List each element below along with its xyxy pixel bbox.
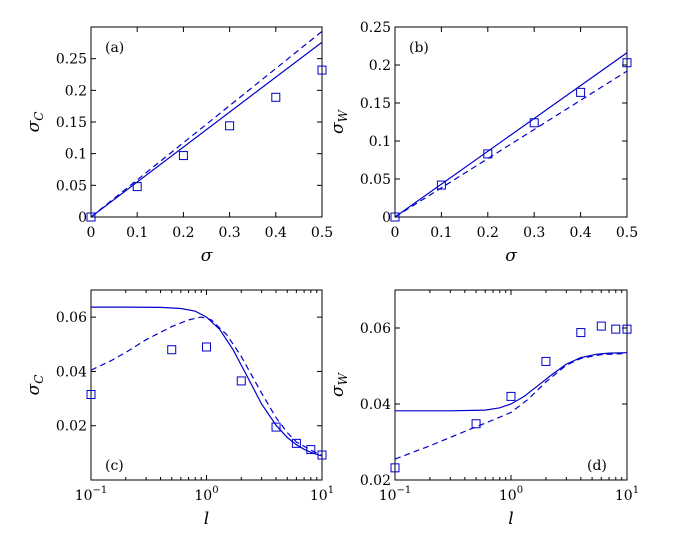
data-marker-square: [506, 391, 516, 401]
x-tick-label: 0.4: [265, 225, 287, 241]
y-tick-label: 0.06: [360, 321, 391, 337]
data-marker-square: [436, 180, 446, 190]
series-line-solid: [91, 41, 322, 217]
x-axis-label: σ: [505, 246, 517, 266]
chart-panel-3: 10−1 100 101 0.02 0.04 0.06 l σC (c): [24, 289, 334, 529]
data-marker-square: [529, 118, 539, 128]
chart-panel-4: 10−1 100 101 0.02 0.04 0.06 l σW (d): [328, 289, 639, 529]
data-marker-square: [271, 422, 281, 432]
axes-box: [394, 26, 628, 218]
data-marker-square: [622, 324, 632, 334]
chart-panel-1: 0 0.1 0.2 0.3 0.4 0.5 0 0.05 0.1 0.15 0.2 0.25 σ σC (a…: [24, 26, 333, 266]
y-axis-label: σW: [328, 108, 350, 134]
series-line-dashed: [395, 70, 627, 217]
y-tick-label: 0.05: [360, 172, 391, 188]
data-marker-square: [291, 438, 301, 448]
y-axis-label: σC: [24, 375, 46, 396]
x-tick-label: 10−1: [379, 485, 412, 504]
y-tick-label: 0.2: [369, 58, 391, 74]
series-line-dashed: [91, 30, 322, 217]
x-tick-label: 0.1: [126, 225, 148, 241]
y-tick-label: 0.04: [360, 397, 391, 413]
y-tick-label: 0.05: [56, 178, 87, 194]
x-tick-label: 0.2: [477, 225, 499, 241]
x-tick-label: 0.2: [172, 225, 194, 241]
x-axis-label: l: [508, 509, 513, 529]
axes-box: [90, 289, 323, 481]
x-tick-label: 0.5: [616, 225, 638, 241]
data-marker-square: [86, 212, 96, 222]
data-marker-square: [167, 345, 177, 355]
y-axis-label: σC: [24, 112, 46, 133]
y-tick-label: 0.1: [369, 134, 391, 150]
x-tick-label: 0.3: [218, 225, 240, 241]
y-axis-label: σW: [328, 371, 350, 397]
series-line-dashed: [91, 316, 322, 457]
series-line-solid: [91, 306, 322, 457]
x-tick-label: 101: [615, 485, 639, 504]
data-marker-square: [390, 463, 400, 473]
data-layer: [91, 306, 322, 457]
x-tick-label: 0.1: [430, 225, 452, 241]
data-marker-square: [271, 92, 281, 102]
x-tick-label: 100: [194, 485, 218, 504]
y-tick-label: 0: [78, 210, 87, 226]
data-marker-square: [611, 324, 621, 334]
x-tick-label: 0.5: [311, 225, 333, 241]
x-tick-label: 0: [391, 225, 400, 241]
data-layer: [395, 52, 627, 217]
y-tick-label: 0.15: [56, 115, 87, 131]
data-marker-square: [317, 65, 327, 75]
data-marker-square: [202, 342, 211, 352]
data-marker-square: [471, 419, 481, 429]
y-tick-label: 0.06: [56, 310, 87, 326]
x-tick-label: 10−1: [75, 485, 108, 504]
x-tick-label: 0.4: [569, 225, 591, 241]
x-tick-label: 0.3: [523, 225, 545, 241]
data-layer: [395, 352, 627, 460]
y-tick-label: 0.25: [56, 52, 87, 68]
y-tick-label: 0.02: [56, 419, 87, 435]
data-marker-square: [317, 450, 327, 460]
y-tick-label: 0.04: [56, 364, 87, 380]
data-marker-square: [132, 182, 142, 192]
data-marker-square: [225, 121, 235, 131]
x-tick-label: 100: [499, 485, 523, 504]
y-tick-label: 0.15: [360, 96, 391, 112]
y-tick-label: 0.2: [65, 83, 87, 99]
data-layer: [91, 30, 322, 217]
x-tick-label: 0: [87, 225, 96, 241]
panel-tag: (c): [105, 458, 124, 474]
data-marker-square: [178, 151, 188, 161]
x-axis-label: l: [204, 509, 209, 529]
y-tick-label: 0.02: [360, 473, 391, 489]
panel-tag: (a): [105, 40, 124, 56]
panel-tag: (b): [409, 40, 429, 56]
data-marker-square: [306, 445, 316, 455]
data-marker-square: [576, 87, 586, 97]
y-tick-label: 0: [382, 210, 391, 226]
data-marker-square: [236, 376, 246, 386]
data-marker-square: [541, 356, 551, 366]
series-line-dashed: [395, 352, 627, 460]
data-marker-square: [596, 321, 606, 331]
x-axis-label: σ: [201, 246, 213, 266]
data-marker-square: [390, 212, 400, 222]
series-line-solid: [395, 352, 627, 412]
chart-panel-2: 0 0.1 0.2 0.3 0.4 0.5 0 0.05 0.1 0.15 0.2 0.25 σ σW (b…: [328, 20, 638, 266]
series-line-solid: [395, 52, 627, 217]
x-tick-label: 101: [310, 485, 334, 504]
panel-tag: (d): [587, 458, 607, 474]
axes-box: [394, 289, 628, 481]
data-marker-square: [86, 390, 96, 399]
y-tick-label: 0.25: [360, 20, 391, 36]
data-marker-square: [483, 149, 493, 159]
data-marker-square: [622, 58, 632, 68]
data-marker-square: [576, 328, 586, 338]
y-tick-label: 0.1: [65, 147, 87, 163]
